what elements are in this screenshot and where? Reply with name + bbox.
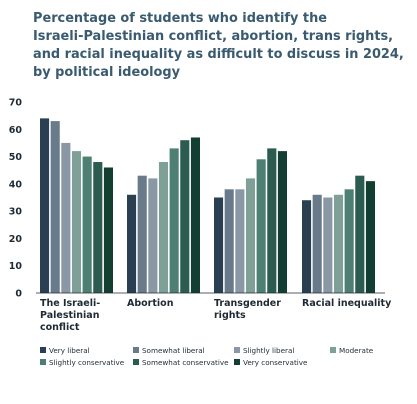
category-label: Palestinian [40, 310, 100, 321]
category-label: Abortion [127, 298, 174, 309]
bar [365, 181, 375, 293]
bar [50, 121, 60, 293]
bar [169, 148, 179, 293]
legend-label: Somewhat liberal [142, 346, 205, 355]
y-axis: 0 10 20 30 40 50 60 70 [9, 98, 23, 300]
title-line: by political ideology [33, 65, 181, 80]
bar [323, 197, 333, 293]
bar [355, 175, 365, 293]
bar [245, 178, 256, 293]
category-label: The Israeli- [40, 298, 100, 309]
y-tick-label: 0 [15, 289, 22, 300]
bar [158, 162, 169, 293]
bar [256, 159, 266, 293]
bar [312, 194, 322, 293]
bar [40, 118, 50, 293]
y-tick-label: 70 [9, 98, 23, 109]
y-tick-label: 50 [9, 152, 23, 163]
bar [267, 148, 277, 293]
bar [82, 156, 92, 293]
y-tick-label: 60 [9, 125, 23, 136]
legend-swatch [234, 359, 240, 365]
bar [93, 162, 103, 293]
legend-swatch [40, 359, 46, 365]
bar [71, 151, 82, 293]
legend-label: Slightly liberal [243, 346, 294, 355]
category-label: conflict [40, 322, 80, 333]
legend-label: Slightly conservative [49, 358, 125, 367]
bar [214, 197, 224, 293]
bar [127, 194, 137, 293]
y-tick-label: 20 [9, 234, 23, 245]
legend-label: Moderate [339, 346, 374, 355]
bar [302, 200, 312, 293]
bar [333, 194, 344, 293]
chart-title: Percentage of students who identify the … [33, 10, 408, 82]
bar [224, 189, 234, 293]
legend: Very liberal Somewhat liberal Slightly lib… [40, 346, 374, 367]
legend-swatch [330, 347, 336, 353]
bar [190, 137, 200, 293]
category-label: Racial inequality [302, 298, 392, 309]
legend-label: Somewhat conservative [142, 358, 229, 367]
category-label: Transgender [214, 298, 281, 309]
y-tick-label: 40 [9, 179, 23, 190]
legend-swatch [40, 347, 46, 353]
bar [103, 167, 113, 293]
y-tick-label: 30 [9, 207, 23, 218]
y-tick-label: 10 [9, 261, 23, 272]
bar [277, 151, 287, 293]
legend-swatch [133, 347, 139, 353]
legend-label: Very conservative [243, 358, 308, 367]
title-line: and racial inequality as difficult to di… [33, 47, 404, 62]
bar [137, 175, 147, 293]
bar [235, 189, 245, 293]
title-line: Israeli-Palestinian conflict, abortion, … [33, 29, 394, 44]
bar [148, 178, 158, 293]
bars [40, 118, 375, 293]
legend-swatch [133, 359, 139, 365]
bar [180, 140, 190, 293]
bar [344, 189, 354, 293]
legend-label: Very liberal [49, 346, 90, 355]
title-line: Percentage of students who identify the [33, 11, 328, 26]
category-label: rights [214, 310, 246, 321]
bar [61, 142, 71, 293]
legend-swatch [234, 347, 240, 353]
